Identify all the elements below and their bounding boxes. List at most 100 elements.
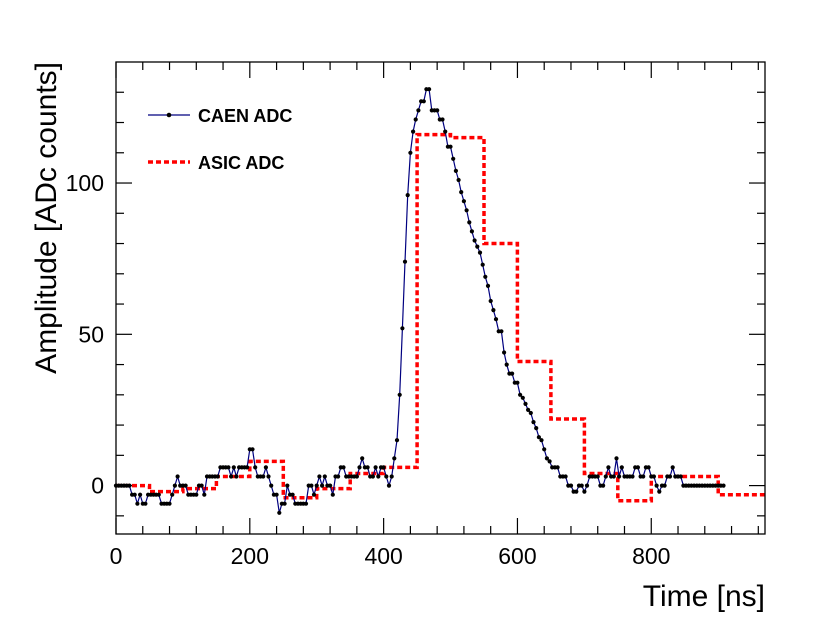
caen-data-point <box>459 190 464 195</box>
caen-data-point <box>202 492 207 497</box>
caen-data-point <box>330 492 335 497</box>
caen-data-point <box>606 465 611 470</box>
caen-data-point <box>143 501 148 506</box>
caen-data-point <box>678 474 683 479</box>
caen-data-point <box>555 465 560 470</box>
caen-data-point <box>526 407 531 412</box>
caen-data-point <box>231 465 236 470</box>
caen-data-point <box>328 483 333 488</box>
legend: CAEN ADC ASIC ADC <box>148 106 292 173</box>
caen-data-point <box>245 465 250 470</box>
caen-data-point <box>354 474 359 479</box>
caen-data-point <box>397 392 402 397</box>
caen-data-point <box>568 483 574 488</box>
caen-data-point <box>263 465 268 470</box>
caen-data-point <box>619 465 624 470</box>
caen-data-point <box>443 129 448 134</box>
caen-data-point <box>461 199 466 204</box>
caen-data-point <box>603 474 608 479</box>
caen-data-point <box>132 492 137 497</box>
caen-data-point <box>662 483 667 488</box>
caen-data-point <box>311 492 317 497</box>
caen-data-point <box>199 483 204 488</box>
caen-data-point <box>635 465 641 470</box>
caen-data-point <box>435 108 440 113</box>
caen-data-point <box>453 168 458 173</box>
plot-frame <box>115 61 766 535</box>
caen-data-point <box>427 87 432 92</box>
caen-data-point <box>667 474 673 479</box>
caen-data-point <box>483 274 488 279</box>
caen-data-point <box>502 350 507 355</box>
plot-background <box>116 62 765 534</box>
caen-data-point <box>480 262 485 267</box>
caen-data-point <box>156 492 161 497</box>
caen-data-point <box>229 474 234 479</box>
y-tick-label: 100 <box>66 170 104 196</box>
caen-data-point <box>376 474 381 479</box>
caen-data-point <box>472 238 477 243</box>
caen-data-point <box>595 474 600 479</box>
caen-data-point <box>309 483 314 488</box>
caen-data-point <box>499 329 504 334</box>
caen-data-point <box>400 326 405 331</box>
caen-data-point <box>215 474 220 479</box>
caen-data-point <box>322 474 327 479</box>
caen-data-point <box>611 474 616 479</box>
caen-data-point <box>360 456 365 461</box>
caen-data-point <box>357 465 362 470</box>
x-axis-title: Time [ns] <box>643 580 765 613</box>
caen-data-point <box>509 371 515 376</box>
y-tick-label: 50 <box>78 321 104 347</box>
data-layer <box>113 87 765 515</box>
caen-data-point <box>317 474 322 479</box>
caen-data-point <box>277 510 282 515</box>
caen-data-point <box>253 465 258 470</box>
caen-data-point <box>584 483 590 488</box>
y-axis-title: Amplitude [ADc counts] <box>30 62 63 374</box>
caen-data-point <box>365 465 370 470</box>
caen-data-point <box>547 459 552 464</box>
caen-data-point <box>167 501 172 506</box>
caen-data-point <box>183 483 188 488</box>
caen-data-point <box>370 474 375 479</box>
caen-data-point <box>544 456 550 461</box>
caen-data-point <box>416 108 421 113</box>
caen-data-point <box>582 489 587 494</box>
caen-data-point <box>475 244 480 249</box>
x-tick-label: 200 <box>231 543 269 569</box>
caen-data-point <box>234 474 239 479</box>
caen-data-point <box>579 483 584 488</box>
caen-data-point <box>402 259 408 264</box>
caen-data-point <box>303 501 309 506</box>
caen-data-point <box>250 447 255 452</box>
caen-data-point <box>657 489 662 494</box>
axes-layer: 0 200 400 600 800 0 50 100 <box>66 61 766 569</box>
caen-data-point <box>172 483 177 488</box>
caen-data-point <box>534 426 539 431</box>
caen-data-point <box>394 438 400 443</box>
caen-data-point <box>520 395 525 400</box>
caen-data-point <box>574 489 579 494</box>
caen-data-point <box>274 492 279 497</box>
caen-data-point <box>448 144 453 149</box>
caen-data-point <box>493 317 499 322</box>
caen-data-point <box>469 229 474 234</box>
caen-data-point <box>314 483 319 488</box>
caen-data-point <box>531 420 536 425</box>
x-tick-label: 800 <box>632 543 670 569</box>
caen-data-point <box>542 447 547 452</box>
caen-data-point <box>440 117 445 122</box>
caen-data-point <box>488 298 493 304</box>
caen-data-point <box>336 474 341 479</box>
caen-data-point <box>170 492 175 497</box>
y-tick-label: 0 <box>91 473 104 499</box>
caen-data-point <box>504 362 509 367</box>
caen-data-point <box>175 474 180 479</box>
caen-data-point <box>392 456 397 461</box>
caen-data-point <box>269 483 274 488</box>
caen-data-point <box>617 474 622 479</box>
caen-data-point <box>539 438 544 443</box>
caen-data-point <box>381 465 386 470</box>
